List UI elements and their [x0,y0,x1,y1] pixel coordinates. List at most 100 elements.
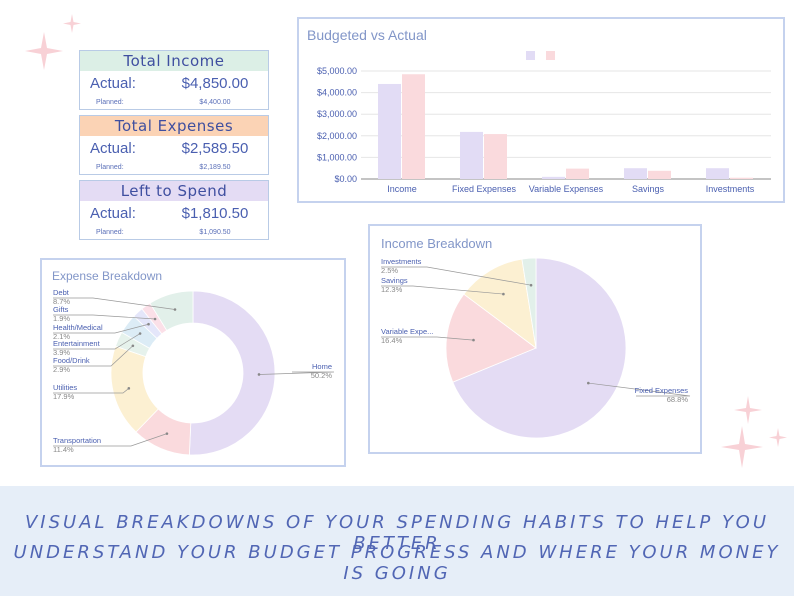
budget-bar-chart: $0.00 $1,000.00 $2,000.00 $3,000.00 $4,000.0… [317,51,771,194]
slice-pct: 2.9% [53,365,70,374]
slice-label: Utilities [53,383,77,392]
leader-dot [147,322,150,326]
y-tick-label: $1,000.00 [317,152,357,162]
leader-line [381,285,504,295]
leader-line [381,336,474,341]
leader-line [53,314,156,320]
slice-pct: 11.4% [53,445,74,454]
leader-dot [165,432,169,435]
planned-value: $1,090.50 [199,228,231,236]
income-breakdown-panel: Income Breakdown Fixed Expenses 68.8% Vari… [368,224,702,454]
expense-breakdown-panel: Expense Breakdown Home 50.2% Transportatio… [40,258,346,467]
y-tick-label: $2,000.00 [317,131,357,141]
slice-pct: 2.1% [53,332,70,341]
slice-label: Investments [381,257,422,266]
slice-label: Savings [381,276,408,285]
slice-label: Food/Drink [53,356,90,365]
leader-line [258,371,335,375]
slice-pct: 17.9% [53,392,75,401]
planned-value: $2,189.50 [199,163,231,171]
x-tick-label: Income [387,184,417,194]
chart-title: Income Breakdown [381,236,493,251]
leader-dot [153,317,157,321]
leader-line [381,266,532,286]
total-expenses-card: Total Expenses Actual: $2,589.50 Planned… [79,115,269,175]
pie-slice [188,290,276,456]
y-tick-label: $0.00 [334,174,357,184]
y-tick-label: $5,000.00 [317,66,357,76]
slice-label: Debt [53,288,70,297]
sparkle-icon [721,396,787,468]
pie-slice [149,290,194,331]
legend-swatch [546,51,555,60]
leader-dot [127,387,131,390]
x-tick-label: Investments [706,184,755,194]
actual-value: $4,850.00 [181,74,249,92]
sparkle-icon [25,14,81,70]
actual-label: Actual: [90,74,136,92]
pie-slice [463,258,537,349]
bar [730,177,753,179]
leader-dot [138,332,142,335]
pie-slice [452,257,627,439]
planned-value: $4,400.00 [199,98,231,106]
bar [542,176,565,179]
leader-line [53,345,134,367]
planned-label: Planned: [96,163,124,171]
leader-line [53,323,149,334]
slice-pct: 50.2% [311,371,333,380]
total-income-card: Total Income Actual: $4,850.00 Planned: … [79,50,269,110]
bar [402,74,425,179]
slice-pct: 8.7% [53,297,70,306]
planned-label: Planned: [96,228,124,236]
bar [706,168,729,179]
bar [566,168,589,179]
bar [484,134,507,179]
slice-label: Entertainment [53,339,101,348]
leader-dot [257,373,261,376]
bar [460,131,483,179]
bar [624,168,647,179]
actual-label: Actual: [90,139,136,157]
left-to-spend-card: Left to Spend Actual: $1,810.50 Planned:… [79,180,269,240]
chart-title: Expense Breakdown [52,269,163,283]
leader-line [53,297,176,310]
slice-pct: 12.3% [381,285,403,294]
actual-value: $1,810.50 [181,204,249,222]
bar [378,83,401,179]
leader-dot [587,381,590,385]
slice-label: Transportation [53,436,101,445]
slice-label: Fixed Expenses [635,386,689,395]
slice-label: Health/Medical [53,323,103,332]
leader-dot [529,283,533,287]
y-tick-label: $4,000.00 [317,88,357,98]
slice-label: Variable Expe... [381,327,433,336]
slice-pct: 16.4% [381,336,403,345]
leader-dot [173,308,177,311]
slice-pct: 68.8% [667,395,689,404]
leader-line [53,433,168,447]
slice-pct: 2.5% [381,266,398,275]
leader-line [53,333,141,350]
bar [648,170,671,179]
legend-swatch [526,51,535,60]
slice-pct: 1.9% [53,314,70,323]
actual-label: Actual: [90,204,136,222]
card-title: Total Expenses [80,116,268,136]
leader-dot [131,344,135,348]
card-title: Total Income [80,51,268,71]
x-tick-label: Fixed Expenses [452,184,517,194]
x-tick-label: Variable Expenses [529,184,604,194]
budgeted-vs-actual-panel: Budgeted vs Actual $0.00 $1,000.00 $2,000.… [297,17,785,203]
card-title: Left to Spend [80,181,268,201]
chart-title: Budgeted vs Actual [307,27,427,43]
banner-line-2: UNDERSTAND YOUR BUDGET PROGRESS AND WHER… [13,542,781,584]
footer-banner: VISUAL BREAKDOWNS OF YOUR SPENDING HABIT… [0,486,794,596]
leader-line [588,382,691,397]
pie-slice [521,257,537,349]
banner-line-1: VISUAL BREAKDOWNS OF YOUR SPENDING HABIT… [24,512,770,554]
y-tick-label: $3,000.00 [317,109,357,119]
leader-dot [472,338,475,342]
